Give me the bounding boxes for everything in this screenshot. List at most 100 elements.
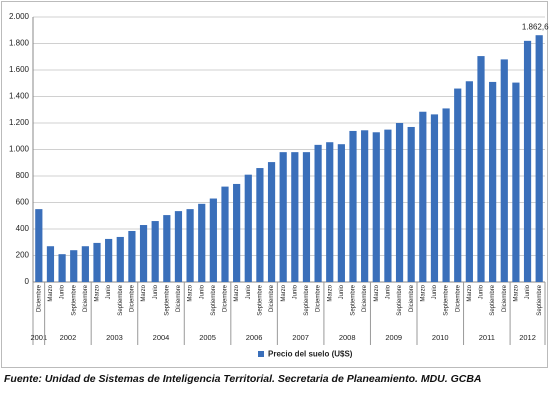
bar bbox=[93, 242, 101, 282]
bar bbox=[395, 123, 404, 282]
bar bbox=[302, 152, 311, 282]
bar bbox=[430, 114, 439, 282]
x-tick-label: Septiembre bbox=[351, 284, 357, 315]
footnote: Fuente: Unidad de Sistemas de Inteligenc… bbox=[4, 373, 482, 385]
bar bbox=[361, 130, 369, 282]
year-label: 2005 bbox=[199, 333, 216, 342]
bar bbox=[454, 88, 462, 282]
x-tick-label: Diciembre bbox=[36, 284, 42, 312]
year-label: 2010 bbox=[432, 333, 449, 342]
bar bbox=[372, 132, 380, 282]
bar bbox=[244, 174, 252, 282]
bar bbox=[523, 40, 532, 282]
bar bbox=[256, 168, 264, 282]
bar bbox=[174, 211, 183, 282]
year-label: 2011 bbox=[479, 333, 495, 342]
x-tick-label: Marzo bbox=[281, 284, 287, 301]
bar bbox=[314, 144, 322, 282]
bar bbox=[58, 254, 66, 282]
x-tick-label: Diciembre bbox=[176, 284, 182, 312]
bar bbox=[70, 250, 78, 282]
year-label: 2008 bbox=[339, 333, 356, 342]
x-tick-label: Diciembre bbox=[455, 284, 461, 312]
y-tick-label: 2.000 bbox=[9, 12, 30, 21]
x-tick-label: Marzo bbox=[188, 284, 194, 301]
y-tick-label: 1.400 bbox=[9, 92, 30, 101]
bar bbox=[489, 81, 497, 282]
bar bbox=[291, 152, 299, 282]
x-tick-label: Septiembre bbox=[490, 284, 496, 315]
x-tick-label: Marzo bbox=[48, 284, 54, 301]
x-tick-label: Diciembre bbox=[502, 284, 508, 312]
x-tick-label: Junio bbox=[385, 284, 391, 299]
bar bbox=[384, 129, 392, 282]
x-tick-label: Septiembre bbox=[257, 284, 263, 315]
legend-swatch bbox=[258, 351, 264, 357]
x-tick-label: Diciembre bbox=[223, 284, 229, 312]
x-tick-label: Septiembre bbox=[211, 284, 217, 315]
x-tick-label: Junio bbox=[292, 284, 298, 299]
x-tick-label: Septiembre bbox=[118, 284, 124, 315]
bar bbox=[151, 221, 159, 282]
x-tick-label: Marzo bbox=[327, 284, 333, 301]
x-tick-label: Junio bbox=[525, 284, 531, 299]
x-tick-label: Junio bbox=[199, 284, 205, 299]
x-tick-label: Diciembre bbox=[129, 284, 135, 312]
bar bbox=[500, 59, 508, 283]
bar bbox=[465, 81, 473, 282]
x-tick-label: Junio bbox=[153, 284, 159, 299]
year-label: 2003 bbox=[106, 333, 123, 342]
data-label: 1.862,6 bbox=[522, 22, 549, 31]
x-tick-label: Septiembre bbox=[444, 284, 450, 315]
bar bbox=[535, 35, 543, 282]
x-tick-label: Junio bbox=[60, 284, 66, 299]
x-tick-label: Marzo bbox=[95, 284, 101, 301]
bar bbox=[186, 209, 194, 282]
bar bbox=[279, 152, 287, 282]
x-tick-label: Junio bbox=[432, 284, 438, 299]
x-tick-label: Junio bbox=[246, 284, 252, 299]
x-tick-label: Diciembre bbox=[316, 284, 322, 312]
legend-label: Precio del suelo (U$S) bbox=[268, 350, 353, 359]
bar bbox=[105, 238, 113, 282]
x-tick-label: Marzo bbox=[467, 284, 473, 301]
year-label: 2009 bbox=[385, 333, 402, 342]
bar bbox=[477, 56, 485, 283]
bar bbox=[267, 162, 276, 282]
bar bbox=[326, 142, 334, 282]
x-tick-label: Septiembre bbox=[304, 284, 310, 315]
x-tick-label: Marzo bbox=[513, 284, 519, 301]
x-tick-label: Diciembre bbox=[83, 284, 89, 312]
y-tick-label: 600 bbox=[16, 198, 30, 207]
y-tick-label: 1.000 bbox=[9, 145, 30, 154]
bar bbox=[35, 209, 43, 282]
y-tick-label: 200 bbox=[16, 251, 30, 260]
bar bbox=[81, 246, 89, 282]
x-tick-label: Diciembre bbox=[409, 284, 415, 312]
year-label: 2004 bbox=[153, 333, 170, 342]
x-tick-label: Septiembre bbox=[537, 284, 543, 315]
x-tick-label: Marzo bbox=[141, 284, 147, 301]
x-tick-label: Junio bbox=[106, 284, 112, 299]
x-tick-label: Junio bbox=[339, 284, 345, 299]
x-tick-label: Septiembre bbox=[164, 284, 170, 315]
year-label: 2012 bbox=[519, 333, 536, 342]
bar bbox=[139, 225, 148, 282]
y-tick-label: 400 bbox=[16, 224, 30, 233]
bar bbox=[419, 111, 427, 282]
bar bbox=[442, 108, 450, 282]
x-tick-label: Septiembre bbox=[397, 284, 403, 315]
x-tick-label: Junio bbox=[479, 284, 485, 299]
year-label: 2007 bbox=[292, 333, 309, 342]
bar bbox=[233, 183, 241, 282]
x-tick-label: Marzo bbox=[420, 284, 426, 301]
bar bbox=[198, 203, 206, 282]
y-tick-label: 1.600 bbox=[9, 65, 30, 74]
x-tick-label: Diciembre bbox=[362, 284, 368, 312]
x-tick-label: Marzo bbox=[374, 284, 380, 301]
bar bbox=[209, 198, 217, 282]
bar bbox=[349, 130, 357, 282]
y-tick-label: 800 bbox=[16, 171, 30, 180]
bar bbox=[128, 230, 136, 282]
